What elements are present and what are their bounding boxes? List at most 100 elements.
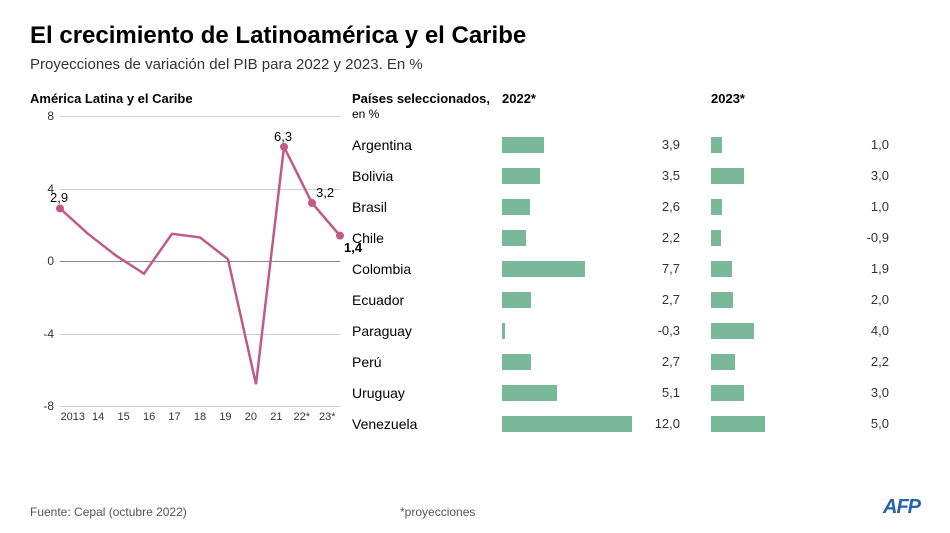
x-axis-label: 16 [136,411,161,423]
x-axis-label: 22* [289,411,314,423]
bar [502,323,505,339]
country-value: 2,6 [640,199,680,214]
country-value: 12,0 [640,416,680,431]
afp-logo: AFP [883,496,920,519]
country-name: Brasil [352,199,502,215]
country-row: Ecuador 2,7 2,0 [352,284,920,315]
bar [711,199,722,215]
x-axis-label: 20 [238,411,263,423]
line-chart-panel: América Latina y el Caribe -8-4048 20131… [30,91,340,439]
country-row: Colombia 7,7 1,9 [352,253,920,284]
source-text: Fuente: Cepal (octubre 2022) [30,505,187,519]
bar-wrap [711,292,841,308]
country-value-cell: 1,0 [711,137,920,153]
country-value-cell: 4,0 [711,323,920,339]
data-point-marker [308,199,316,207]
country-row: Bolivia3,5 3,0 [352,160,920,191]
country-name: Colombia [352,261,502,277]
x-axis-label: 14 [85,411,110,423]
countries-header-label: Países seleccionados, en % [352,91,502,121]
bar [502,354,531,370]
country-value-cell: 2,0 [711,292,920,308]
data-point-label: 6,3 [274,129,292,144]
country-name: Ecuador [352,292,502,308]
country-name: Uruguay [352,385,502,401]
bar-wrap [502,168,632,184]
bar [502,168,540,184]
country-name: Paraguay [352,323,502,339]
country-value: 4,0 [849,323,889,338]
bar [502,199,530,215]
country-row: Brasil 2,6 1,0 [352,191,920,222]
country-value: 7,7 [640,261,680,276]
country-value-cell: 12,0 [502,416,711,432]
country-row: Uruguay5,13,0 [352,377,920,408]
country-name: Argentina [352,137,502,153]
bar-wrap [502,137,632,153]
bar-wrap [711,199,841,215]
bar [502,292,531,308]
countries-panel: Países seleccionados, en % 2022* 2023* A… [352,91,920,439]
bar-wrap [502,261,632,277]
country-value-cell: 1,9 [711,261,920,277]
data-point-marker [56,204,64,212]
country-value: 5,0 [849,416,889,431]
line-chart: -8-4048 2013141516171819202122*23* 2,96,… [30,116,340,436]
main-title: El crecimiento de Latinoamérica y el Car… [30,22,920,50]
bar [502,385,557,401]
bar [711,137,722,153]
country-value: 1,0 [849,199,889,214]
line-series [60,147,340,384]
country-value-cell: 3,9 [502,137,711,153]
bar [711,230,721,246]
bar [711,168,744,184]
data-point-marker [336,232,344,240]
x-axis-label: 17 [162,411,187,423]
bar [502,230,526,246]
country-value-cell: 2,6 [502,199,711,215]
y-axis-tick: -4 [43,327,54,341]
country-value: 3,9 [640,137,680,152]
bar [502,137,544,153]
country-value: 1,9 [849,261,889,276]
country-value-cell: 2,2 [711,354,920,370]
country-name: Chile [352,230,502,246]
country-value-cell: 1,0 [711,199,920,215]
bar-wrap [502,292,632,308]
country-name: Bolivia [352,168,502,184]
country-value-cell: 2,7 [502,354,711,370]
country-value-cell: 3,0 [711,385,920,401]
bar [711,385,744,401]
country-value-cell: 2,2 [502,230,711,246]
country-row: Venezuela12,05,0 [352,408,920,439]
year-2022-header: 2022* [502,91,711,121]
year-2023-header: 2023* [711,91,920,121]
country-row: Argentina 3,9 1,0 [352,129,920,160]
gridline [60,406,340,407]
x-axis-label: 19 [213,411,238,423]
y-axis-tick: 8 [47,109,54,123]
country-value-cell: -0,3 [502,323,711,339]
data-point-label: 3,2 [316,185,334,200]
x-axis-label: 15 [111,411,136,423]
x-axis-label: 23* [315,411,340,423]
data-point-label: 1,4 [344,240,362,255]
country-value: 2,7 [640,354,680,369]
bar-wrap [502,230,632,246]
y-axis-tick: 0 [47,254,54,268]
country-value: 2,0 [849,292,889,307]
country-value-cell: 5,1 [502,385,711,401]
bar [711,292,733,308]
subtitle: Proyecciones de variación del PIB para 2… [30,56,920,73]
country-value: 3,0 [849,168,889,183]
x-axis-label: 18 [187,411,212,423]
country-value-cell: 5,0 [711,416,920,432]
country-value: 2,7 [640,292,680,307]
country-value: -0,9 [849,230,889,245]
country-row: Perú2,72,2 [352,346,920,377]
country-value-cell: 3,5 [502,168,711,184]
bar-wrap [711,261,841,277]
bar [502,416,632,432]
y-axis-tick: -8 [43,399,54,413]
bar-wrap [502,385,632,401]
